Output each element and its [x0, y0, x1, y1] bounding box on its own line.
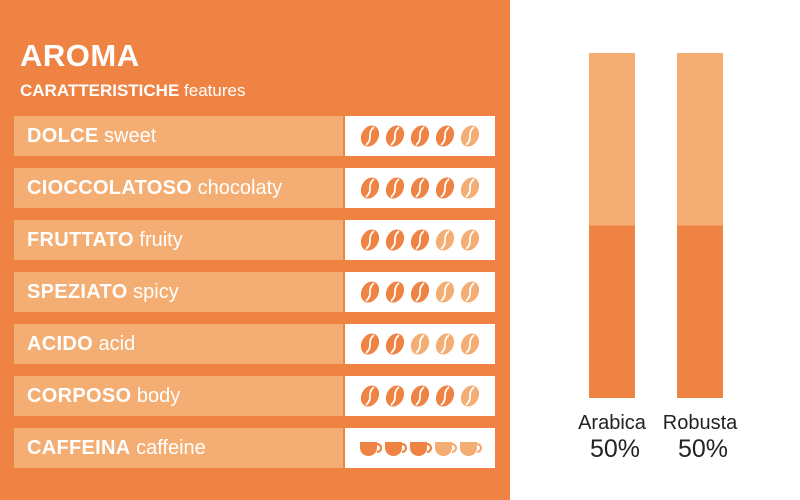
coffee-bean-icon: [435, 385, 455, 407]
coffee-bean-icon: [360, 281, 380, 303]
feature-name-italian: SPEZIATO: [27, 281, 128, 303]
coffee-bean-icon: [385, 229, 405, 251]
feature-label: CAFFEINA caffeine: [14, 428, 343, 468]
subtitle-english: features: [184, 81, 246, 100]
rating-icons: [360, 125, 480, 147]
coffee-bean-icon: [435, 177, 455, 199]
feature-name-italian: CIOCCOLATOSO: [27, 177, 193, 199]
coffee-cup-icon: [385, 442, 408, 456]
feature-rating: [345, 428, 495, 468]
coffee-cup-icon: [460, 442, 483, 456]
coffee-bean-icon: [460, 177, 480, 199]
coffee-bean-icon: [435, 281, 455, 303]
bar-category-label: Arabica: [578, 412, 646, 434]
coffee-bean-icon: [460, 385, 480, 407]
bar-value-label: 50%: [589, 435, 641, 463]
coffee-cup-icon: [410, 442, 433, 456]
coffee-bean-icon: [385, 333, 405, 355]
feature-name-english: fruity: [133, 229, 183, 251]
rating-icons: [360, 442, 483, 456]
panel-subtitle: CARATTERISTICHE features: [20, 81, 245, 101]
feature-name-italian: CORPOSO: [27, 385, 132, 407]
feature-row: CIOCCOLATOSO chocolaty: [14, 168, 495, 208]
coffee-bean-icon: [410, 333, 430, 355]
rating-icons: [360, 385, 480, 407]
bar-fill-robusta: [677, 225, 723, 398]
feature-rating: [345, 168, 495, 208]
feature-row: CORPOSO body: [14, 376, 495, 416]
aroma-panel: AROMA CARATTERISTICHE features DOLCE swe…: [0, 0, 510, 500]
feature-rating: [345, 116, 495, 156]
feature-name-english: chocolaty: [192, 177, 283, 199]
feature-rating: [345, 220, 495, 260]
feature-label: DOLCE sweet: [14, 116, 343, 156]
coffee-bean-icon: [410, 385, 430, 407]
bar-category-label: Robusta: [662, 412, 738, 434]
coffee-bean-icon: [410, 281, 430, 303]
feature-name-italian: FRUTTATO: [27, 229, 134, 251]
feature-label: ACIDO acid: [14, 324, 343, 364]
feature-rating: [345, 376, 495, 416]
feature-row: FRUTTATO fruity: [14, 220, 495, 260]
feature-rating: [345, 324, 495, 364]
coffee-bean-icon: [360, 125, 380, 147]
coffee-bean-icon: [385, 385, 405, 407]
feature-row: SPEZIATO spicy: [14, 272, 495, 312]
coffee-bean-icon: [385, 125, 405, 147]
panel-title: AROMA: [20, 38, 140, 73]
feature-name-english: spicy: [127, 281, 179, 303]
feature-name-english: acid: [92, 333, 136, 355]
subtitle-italian: CARATTERISTICHE: [20, 81, 180, 100]
feature-label: SPEZIATO spicy: [14, 272, 343, 312]
feature-name-italian: CAFFEINA: [27, 437, 131, 459]
coffee-bean-icon: [360, 229, 380, 251]
rating-icons: [360, 281, 480, 303]
coffee-bean-icon: [360, 385, 380, 407]
coffee-bean-icon: [410, 125, 430, 147]
coffee-bean-icon: [410, 229, 430, 251]
bar-background: [589, 53, 635, 398]
feature-name-italian: ACIDO: [27, 333, 93, 355]
rating-icons: [360, 177, 480, 199]
rating-icons: [360, 333, 480, 355]
bar-value-label: 50%: [677, 435, 729, 463]
feature-row: CAFFEINA caffeine: [14, 428, 495, 468]
coffee-bean-icon: [410, 177, 430, 199]
coffee-cup-icon: [435, 442, 458, 456]
feature-label: FRUTTATO fruity: [14, 220, 343, 260]
feature-name-english: sweet: [98, 125, 157, 147]
coffee-bean-icon: [460, 125, 480, 147]
coffee-bean-icon: [385, 177, 405, 199]
feature-name-english: caffeine: [130, 437, 206, 459]
feature-name-italian: DOLCE: [27, 125, 99, 147]
rating-icons: [360, 229, 480, 251]
bar-background: [677, 53, 723, 398]
coffee-bean-icon: [385, 281, 405, 303]
coffee-bean-icon: [435, 125, 455, 147]
feature-label: CORPOSO body: [14, 376, 343, 416]
coffee-bean-icon: [435, 229, 455, 251]
coffee-bean-icon: [460, 333, 480, 355]
coffee-bean-icon: [435, 333, 455, 355]
feature-name-english: body: [131, 385, 181, 407]
coffee-bean-icon: [460, 281, 480, 303]
feature-row: DOLCE sweet: [14, 116, 495, 156]
coffee-bean-icon: [360, 177, 380, 199]
coffee-bean-icon: [460, 229, 480, 251]
feature-row: ACIDO acid: [14, 324, 495, 364]
coffee-cup-icon: [360, 442, 383, 456]
coffee-bean-icon: [360, 333, 380, 355]
bar-fill-arabica: [589, 225, 635, 398]
feature-label: CIOCCOLATOSO chocolaty: [14, 168, 343, 208]
feature-rating: [345, 272, 495, 312]
